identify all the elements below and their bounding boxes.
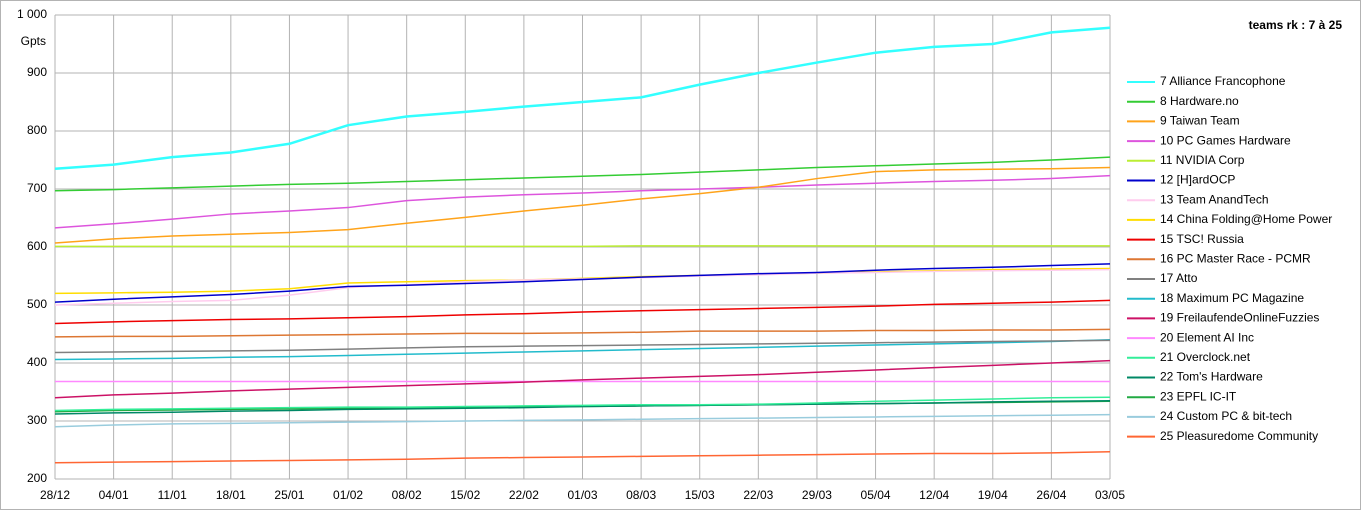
y-tick-label: 200 xyxy=(27,471,47,485)
x-tick-label: 12/04 xyxy=(919,488,949,502)
x-tick-label: 04/01 xyxy=(99,488,129,502)
legend-label: 15 TSC! Russia xyxy=(1160,232,1244,246)
y-tick-label: 900 xyxy=(27,65,47,79)
legend-label: 14 China Folding@Home Power xyxy=(1160,212,1332,226)
legend-label: 18 Maximum PC Magazine xyxy=(1160,291,1304,305)
legend-label: 13 Team AnandTech xyxy=(1160,192,1269,206)
y-tick-label: 400 xyxy=(27,355,47,369)
y-tick-label: 800 xyxy=(27,123,47,137)
x-tick-label: 08/03 xyxy=(626,488,656,502)
legend-label: 7 Alliance Francophone xyxy=(1160,74,1286,88)
series-line xyxy=(54,299,1111,325)
legend-label: 21 Overclock.net xyxy=(1160,350,1251,364)
legend-label: 10 PC Games Hardware xyxy=(1160,133,1291,147)
legend-label: 19 FreilaufendeOnlineFuzzies xyxy=(1160,311,1319,325)
y-tick-label: 600 xyxy=(27,239,47,253)
series-line xyxy=(54,156,1111,192)
x-tick-label: 22/02 xyxy=(509,488,539,502)
series-line xyxy=(54,413,1111,428)
y-axis-label: Gpts xyxy=(21,34,46,48)
legend-label: 17 Atto xyxy=(1160,271,1198,285)
x-tick-label: 18/01 xyxy=(216,488,246,502)
x-tick-label: 05/04 xyxy=(861,488,891,502)
y-tick-label: 700 xyxy=(27,181,47,195)
series-line xyxy=(54,359,1111,399)
x-tick-label: 08/02 xyxy=(392,488,422,502)
x-tick-label: 26/04 xyxy=(1036,488,1066,502)
x-tick-label: 11/01 xyxy=(158,488,187,502)
series-line xyxy=(54,339,1111,354)
x-tick-label: 19/04 xyxy=(978,488,1008,502)
legend-label: 24 Custom PC & bit-tech xyxy=(1160,409,1292,423)
y-tick-label: 300 xyxy=(27,413,47,427)
legend-label: 25 Pleasuredome Community xyxy=(1160,429,1318,443)
x-tick-label: 15/02 xyxy=(450,488,480,502)
legend-label: 22 Tom's Hardware xyxy=(1160,370,1263,384)
series-line xyxy=(54,328,1111,338)
series-line xyxy=(54,263,1111,303)
chart-title: teams rk : 7 à 25 xyxy=(1249,18,1343,32)
series-line xyxy=(54,399,1111,415)
x-tick-label: 01/03 xyxy=(567,488,597,502)
x-tick-label: 15/03 xyxy=(685,488,715,502)
legend-label: 16 PC Master Race - PCMR xyxy=(1160,251,1311,265)
x-tick-label: 25/01 xyxy=(274,488,304,502)
x-tick-label: 03/05 xyxy=(1095,488,1125,502)
legend-label: 9 Taiwan Team xyxy=(1160,114,1240,128)
series-line xyxy=(54,339,1111,361)
series-line xyxy=(54,174,1111,229)
x-tick-label: 29/03 xyxy=(802,488,832,502)
series-line xyxy=(54,166,1111,244)
x-tick-label: 01/02 xyxy=(333,488,363,502)
legend-label: 23 EPFL IC-IT xyxy=(1160,389,1237,403)
y-tick-label: 1 000 xyxy=(17,7,47,21)
legend-label: 8 Hardware.no xyxy=(1160,94,1239,108)
x-tick-label: 28/12 xyxy=(40,488,70,502)
series-line xyxy=(55,245,1110,248)
legend-label: 20 Element AI Inc xyxy=(1160,330,1254,344)
series-line xyxy=(54,450,1111,464)
x-tick-label: 22/03 xyxy=(743,488,773,502)
y-tick-label: 500 xyxy=(27,297,47,311)
series-line xyxy=(54,396,1111,412)
series-line xyxy=(54,26,1111,170)
legend-label: 12 [H]ardOCP xyxy=(1160,173,1235,187)
legend-label: 11 NVIDIA Corp xyxy=(1160,153,1245,167)
